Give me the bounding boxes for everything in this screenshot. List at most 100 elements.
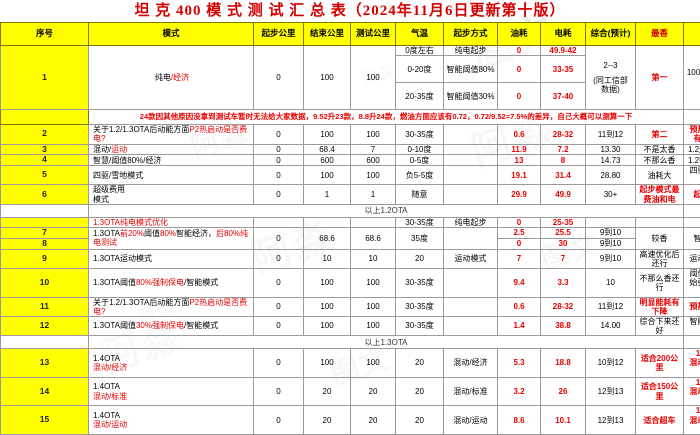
table-header-row: 序号 模式 起步公里 结束公里 测试公里 气温 起步方式 油耗 电耗 综合(预计… — [1, 23, 700, 46]
table-row: 1 纯电/经济 0 100 100 0度左右 纯电起步 0 49.9-42 2-… — [1, 46, 700, 56]
cell-test-km: 20 — [351, 377, 396, 406]
cell-mode: 关于1.2/1.3OTA后动能方面P2热启动是否费电? — [89, 297, 254, 316]
cell-end-km: 100 — [304, 166, 351, 185]
cell-fuel: 0 — [498, 217, 541, 227]
cell-mode: 智慧/阈值80%/经济 — [89, 155, 254, 166]
cell-end-km: 100 — [304, 297, 351, 316]
mode-text-red: 前20% — [120, 229, 144, 238]
note-remark-spacer — [684, 110, 700, 125]
cell-combined: 2--3(同工信部数据) — [586, 46, 636, 110]
cell-electric: 10.1 — [541, 406, 586, 435]
table-row: 1.3OTA纯电模式优化 30-35度 纯电起步 0 25-35 — [1, 217, 700, 227]
cell-test-km: 600 — [351, 155, 396, 166]
cell-temperature: 0-10度 — [396, 144, 444, 155]
mode-text-plain: 阈值 — [144, 229, 160, 238]
cell-combined: 11到12 — [586, 297, 636, 316]
cell-combined: 30+ — [586, 185, 636, 204]
sep-index-spacer — [1, 336, 89, 349]
cell-fuel: 11.9 — [498, 144, 541, 155]
cell-temperature: 30-35度 — [396, 217, 444, 227]
cell-end-km: 100 — [304, 268, 351, 297]
col-header-test-km: 测试公里 — [351, 23, 396, 46]
remark-line2: 混动标准起步 — [686, 387, 700, 405]
col-header-combined: 综合(预计) — [586, 23, 636, 46]
col-header-start-km: 起步公里 — [254, 23, 304, 46]
cell-start-mode: 混动/经济 — [444, 349, 498, 378]
cell-start-km: 0 — [254, 316, 304, 335]
col-header-electric: 电耗 — [541, 23, 586, 46]
cell-test-km: 7 — [351, 144, 396, 155]
col-header-fuel: 油耗 — [498, 23, 541, 46]
cell-index: 9 — [1, 249, 89, 268]
cell-index: 5 — [1, 166, 89, 185]
cell-start-km: 0 — [254, 349, 304, 378]
cell-test-km: 100 — [351, 316, 396, 335]
cell-test-km: 68.6 — [351, 228, 396, 250]
cell-fuel: 0 — [498, 56, 541, 83]
section-separator-row: 以上1.3OTA — [1, 336, 700, 349]
cell-electric: 33-35 — [541, 56, 586, 83]
cell-temperature: 30-35度 — [396, 297, 444, 316]
table-row: 12 1.3OTA阈值30%强制保电/智能模式 0 100 100 30-35度… — [1, 316, 700, 335]
cell-electric: 31.4 — [541, 166, 586, 185]
cell-mode: 1.3OTA前20%阈值80%智能经济，后80%纯电测试 — [89, 228, 254, 250]
mode-text-plain: 智能经济， — [176, 229, 216, 238]
cell-test-km: 1 — [351, 185, 396, 204]
cell-start-mode: 混动/运动 — [444, 406, 498, 435]
cell-electric: 3.3 — [541, 268, 586, 297]
mode-text-red: /经济 — [171, 73, 189, 82]
cell-mode: 四驱/雪地模式 — [89, 166, 254, 185]
cell-start-mode — [444, 144, 498, 155]
cell-electric: 26 — [541, 377, 586, 406]
cell-test-km: 100 — [351, 268, 396, 297]
cell-start-km: 0 — [254, 297, 304, 316]
cell-index: 8 — [1, 238, 89, 249]
cell-best: 适合超车 — [636, 406, 684, 435]
test-summary-table: 序号 模式 起步公里 结束公里 测试公里 气温 起步方式 油耗 电耗 综合(预计… — [0, 22, 700, 435]
mode-text-plain: 1.4OTA — [93, 354, 251, 363]
cell-start-mode — [444, 155, 498, 166]
mode-text-plain: 1.4OTA — [93, 382, 251, 391]
cell-test-km: 100 — [351, 46, 396, 110]
cell-start-mode — [444, 166, 498, 185]
cell-combined: 10 — [586, 268, 636, 297]
cell-index — [1, 217, 89, 227]
cell-start-mode — [444, 228, 498, 250]
cell-temperature: 0-5度 — [396, 155, 444, 166]
cell-end-km: 20 — [304, 377, 351, 406]
cell-remark: 1.2运动能耗 — [684, 144, 700, 155]
cell-temperature: 负5-5度 — [396, 166, 444, 185]
cell-start-km: 0 — [254, 144, 304, 155]
cell-temperature: 20 — [396, 249, 444, 268]
mode-text-red: 混动/经济 — [93, 363, 251, 372]
cell-mode: 混动/运动 — [89, 144, 254, 155]
mode-text-plain: 关于1.2/1.3OTA后动能方面 — [93, 125, 189, 134]
cell-electric: 49.9 — [541, 185, 586, 204]
sep-remark-spacer — [684, 204, 700, 217]
mode-text-red: 80%强制保电 — [136, 278, 184, 287]
cell-electric: 38.8 — [541, 316, 586, 335]
table-row: 7 1.3OTA前20%阈值80%智能经济，后80%纯电测试 0 68.6 68… — [1, 228, 700, 239]
cell-electric: 28-32 — [541, 125, 586, 144]
cell-temperature: 30-35度 — [396, 125, 444, 144]
cell-best: 第一 — [636, 46, 684, 110]
table-row: 10 1.3OTA阈值80%强制保电/智能模式 0 100 100 30-35度… — [1, 268, 700, 297]
cell-combined: 14.00 — [586, 316, 636, 335]
cell-best: 起步模式最费油和电 — [636, 185, 684, 204]
cell-fuel: 1.4 — [498, 316, 541, 335]
cell-temperature: 30-35度 — [396, 268, 444, 297]
cell-index: 13 — [1, 349, 89, 378]
cell-combined: 9到10 — [586, 238, 636, 249]
table-row: 6 超级费用 模式 0 1 1 随意 29.9 49.9 30+ 起步模式最费油… — [1, 185, 700, 204]
cell-electric: 37-40 — [541, 83, 586, 110]
cell-test-km: 100 — [351, 349, 396, 378]
mode-text-red: 混动/运动 — [93, 420, 251, 429]
cell-test-km: 10 — [351, 249, 396, 268]
page-title: 坦 克 400 模 式 测 试 汇 总 表（2024年11月6日更新第十版） — [0, 0, 700, 22]
cell-temperature: 随意 — [396, 185, 444, 204]
cell-end-km: 100 — [304, 349, 351, 378]
cell-fuel: 0 — [498, 238, 541, 249]
combined-line1: 2--3 — [588, 61, 633, 70]
cell-end-km: 68.6 — [304, 228, 351, 250]
cell-temperature: 0-20度 — [396, 56, 444, 83]
